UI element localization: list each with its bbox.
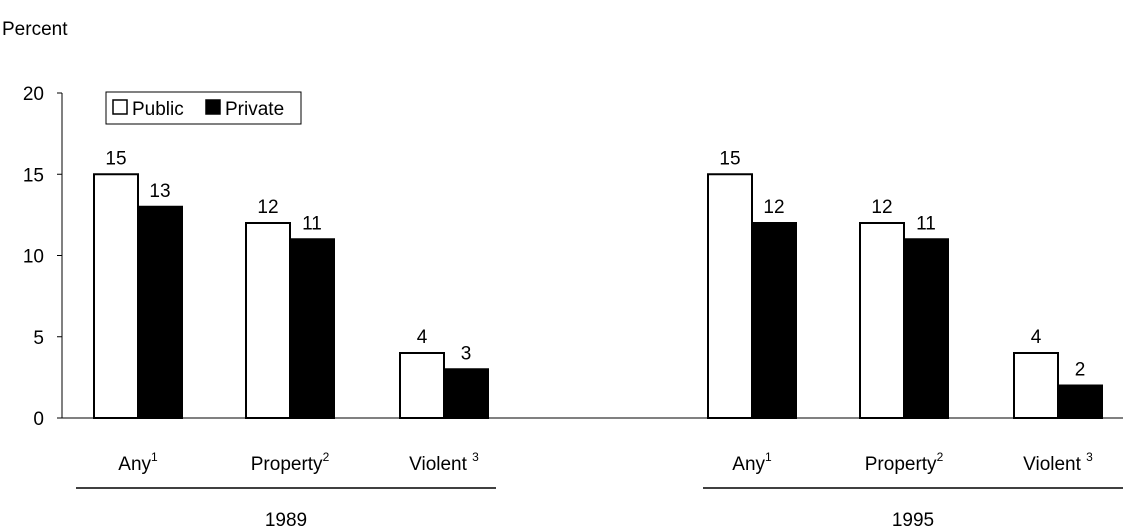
footnote-marker: 2	[937, 450, 944, 464]
data-label: 13	[149, 181, 170, 202]
data-label: 3	[461, 343, 472, 364]
category-label-text: Any	[732, 454, 765, 475]
y-tick-label: 5	[33, 328, 44, 349]
data-label: 11	[916, 213, 936, 234]
footnote-marker: 1	[151, 450, 158, 464]
y-tick-label: 20	[23, 84, 44, 105]
category-label-text: Any	[118, 454, 151, 475]
footnote-marker: 1	[765, 450, 772, 464]
group-label: 1989	[265, 510, 307, 531]
y-tick-label: 0	[33, 409, 44, 430]
category-label-text: Violent	[1023, 454, 1086, 475]
data-label: 11	[302, 213, 322, 234]
legend: Public Private	[105, 91, 302, 125]
bar-public	[245, 222, 291, 419]
y-axis: 0 5 10 15 20	[23, 84, 1123, 430]
bar-public	[93, 173, 139, 419]
bars	[93, 173, 1103, 419]
legend-swatch-private	[205, 99, 221, 115]
category-label-text: Violent	[409, 454, 472, 475]
data-label: 4	[1031, 327, 1042, 348]
data-label: 12	[871, 197, 892, 218]
legend-label: Public	[132, 99, 184, 120]
category-label: Property2	[251, 450, 330, 475]
category-label-text: Property	[251, 454, 323, 475]
data-label: 15	[719, 148, 740, 169]
bar-private	[289, 238, 335, 419]
data-label: 15	[105, 148, 126, 169]
legend-swatch-public	[112, 99, 128, 115]
category-label: Violent 3	[1023, 450, 1093, 475]
category-label: Property2	[865, 450, 944, 475]
legend-label: Private	[225, 99, 284, 120]
footnote-marker: 2	[323, 450, 330, 464]
y-tick-label: 10	[23, 247, 44, 268]
group-label: 1995	[892, 510, 934, 531]
category-label: Any1	[118, 450, 158, 475]
y-axis-label: Percent	[2, 19, 68, 40]
footnote-marker: 3	[1086, 450, 1093, 464]
bar-private	[751, 222, 797, 419]
data-label: 4	[417, 327, 428, 348]
data-label: 2	[1075, 360, 1086, 381]
footnote-marker: 3	[472, 450, 479, 464]
bar-private	[1057, 384, 1103, 419]
legend-box	[105, 91, 302, 125]
data-labels: 15 12 4 15 12 4 13 11 3 12 11 2	[105, 148, 1085, 380]
category-label-text: Property	[865, 454, 937, 475]
bar-public	[859, 222, 905, 419]
category-label: Violent 3	[409, 450, 479, 475]
bar-public	[399, 352, 445, 419]
bar-public	[1013, 352, 1059, 419]
bar-private	[903, 238, 949, 419]
category-label: Any1	[732, 450, 772, 475]
bar-private	[137, 205, 183, 419]
data-label: 12	[257, 197, 278, 218]
y-tick-label: 15	[23, 165, 44, 186]
bar-public	[707, 173, 753, 419]
bar-private	[443, 368, 489, 419]
data-label: 12	[763, 197, 784, 218]
